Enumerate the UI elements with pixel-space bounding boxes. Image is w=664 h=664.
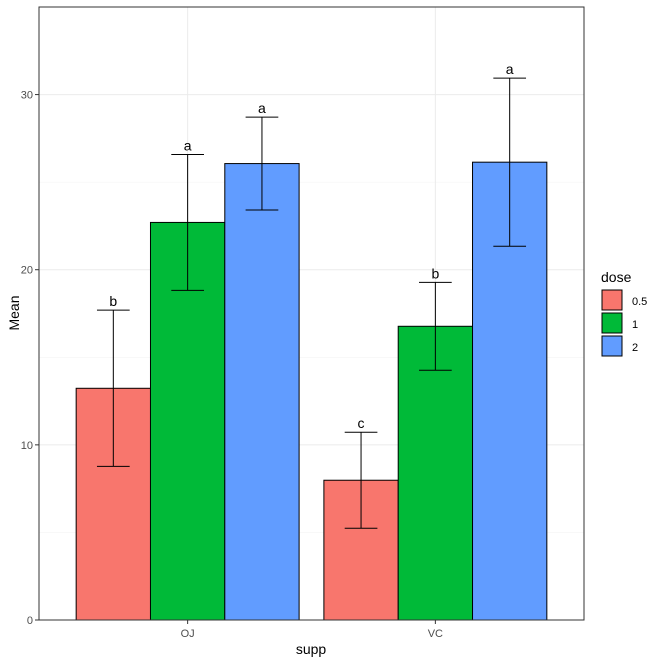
y-tick-label: 20: [21, 265, 33, 277]
x-axis: OJ VC: [181, 620, 443, 640]
y-axis-label: Mean: [6, 295, 22, 330]
legend-title: dose: [601, 269, 632, 285]
error-bars: [96, 77, 527, 529]
legend-label: 0.5: [632, 296, 647, 308]
x-tick-label: OJ: [181, 628, 195, 640]
legend-key: [601, 312, 623, 334]
y-tick-label: 30: [21, 90, 33, 102]
bar: [224, 163, 300, 621]
significance-label: b: [109, 293, 117, 309]
y-tick-label: 0: [27, 615, 33, 627]
legend-key: [601, 289, 623, 311]
plot-border: [38, 6, 585, 621]
x-axis-label: supp: [296, 641, 327, 657]
y-axis: 0 10 20 30: [21, 90, 39, 627]
significance-labels: b c a b a a: [109, 61, 513, 431]
y-tick-label: 10: [21, 440, 33, 452]
significance-label: b: [431, 265, 439, 281]
significance-label: c: [358, 415, 365, 431]
x-tick-label: VC: [428, 628, 443, 640]
legend-label: 1: [632, 319, 638, 331]
legend: dose 0.5 1 2: [601, 269, 647, 357]
legend-key: [601, 335, 623, 357]
significance-label: a: [184, 137, 192, 153]
legend-label: 2: [632, 342, 638, 354]
significance-label: a: [258, 100, 266, 116]
significance-label: a: [506, 61, 514, 77]
